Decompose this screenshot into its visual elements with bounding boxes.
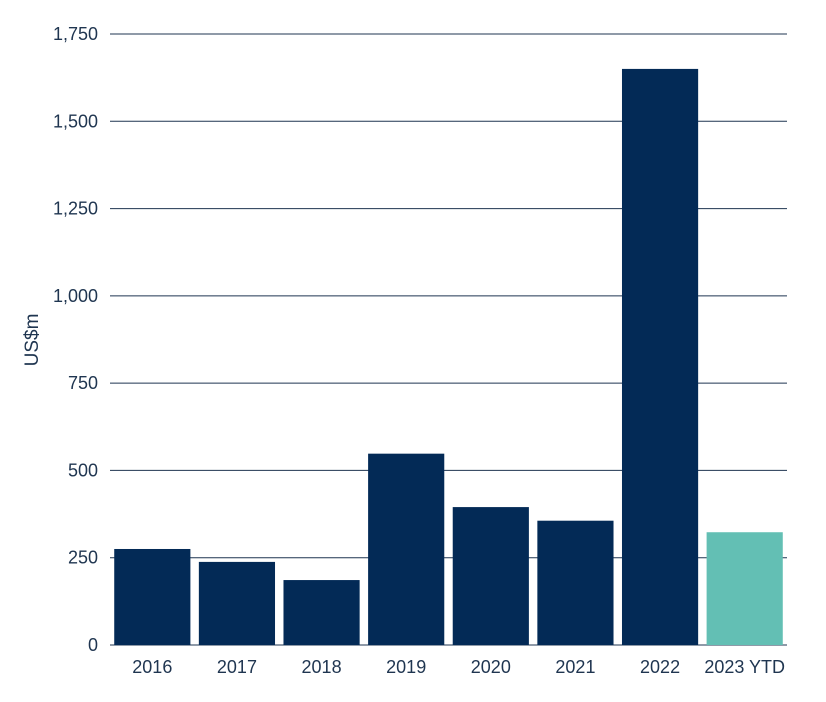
y-tick-label: 750 bbox=[68, 373, 98, 393]
bars bbox=[114, 68, 783, 645]
bar-2021 bbox=[537, 520, 614, 645]
y-tick-label: 0 bbox=[88, 635, 98, 655]
x-tick-label: 2016 bbox=[132, 657, 172, 677]
bar-2020 bbox=[452, 507, 529, 645]
x-tick-label: 2021 bbox=[555, 657, 595, 677]
bar-2016 bbox=[114, 548, 191, 645]
x-tick-label: 2023 YTD bbox=[704, 657, 785, 677]
y-tick-label: 1,000 bbox=[53, 286, 98, 306]
y-axis-title: US$m bbox=[22, 314, 43, 367]
y-tick-label: 1,250 bbox=[53, 199, 98, 219]
gridlines bbox=[110, 33, 787, 646]
y-tick-label: 1,750 bbox=[53, 24, 98, 44]
x-axis-ticks: 2016 2017 2018 2019 2020 2021 2022 2023 YTD bbox=[132, 657, 785, 677]
y-tick-label: 1,500 bbox=[53, 111, 98, 131]
y-tick-label: 250 bbox=[68, 548, 98, 568]
bar-2018 bbox=[283, 580, 360, 645]
bar-2022 bbox=[621, 68, 699, 645]
x-tick-label: 2018 bbox=[302, 657, 342, 677]
x-tick-label: 2017 bbox=[217, 657, 257, 677]
y-tick-label: 500 bbox=[68, 460, 98, 480]
bar-2017 bbox=[198, 561, 276, 645]
bar-2023-ytd bbox=[706, 532, 783, 645]
x-tick-label: 2019 bbox=[386, 657, 426, 677]
bar-2019 bbox=[368, 453, 445, 645]
y-axis-ticks: 0 250 500 750 1,000 1,250 1,500 1,750 bbox=[53, 24, 98, 655]
x-tick-label: 2020 bbox=[471, 657, 511, 677]
x-tick-label: 2022 bbox=[640, 657, 680, 677]
